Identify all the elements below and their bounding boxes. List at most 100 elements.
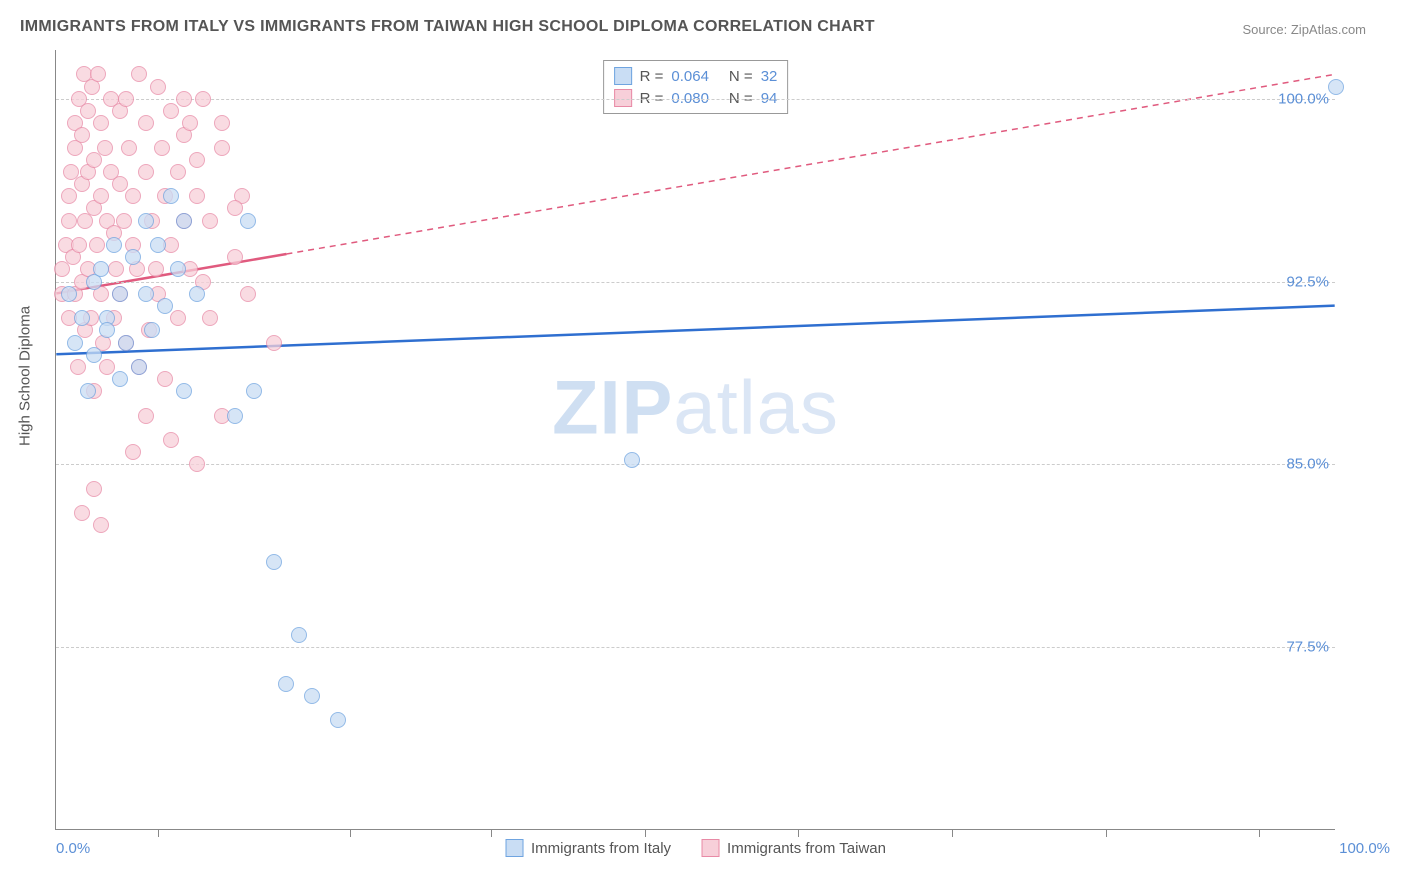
data-point-taiwan: [108, 261, 124, 277]
data-point-taiwan: [202, 310, 218, 326]
data-point-italy: [624, 452, 640, 468]
data-point-italy: [246, 383, 262, 399]
data-point-italy: [189, 286, 205, 302]
data-point-taiwan: [182, 115, 198, 131]
data-point-italy: [106, 237, 122, 253]
watermark-light: atlas: [673, 366, 839, 451]
data-point-taiwan: [189, 456, 205, 472]
data-point-taiwan: [176, 91, 192, 107]
x-tick: [350, 829, 351, 837]
data-point-taiwan: [70, 359, 86, 375]
data-point-taiwan: [227, 249, 243, 265]
data-point-italy: [240, 213, 256, 229]
data-point-italy: [176, 383, 192, 399]
data-point-taiwan: [157, 371, 173, 387]
data-point-taiwan: [138, 115, 154, 131]
series-legend: Immigrants from Italy Immigrants from Ta…: [505, 839, 886, 857]
data-point-italy: [138, 213, 154, 229]
data-point-italy: [157, 298, 173, 314]
data-point-italy: [170, 261, 186, 277]
data-point-italy: [266, 554, 282, 570]
data-point-italy: [112, 371, 128, 387]
legend-n-label: N =: [729, 68, 753, 85]
data-point-taiwan: [131, 66, 147, 82]
legend-label-italy: Immigrants from Italy: [531, 840, 671, 857]
data-point-italy: [61, 286, 77, 302]
x-tick: [1106, 829, 1107, 837]
data-point-taiwan: [93, 115, 109, 131]
data-point-taiwan: [202, 213, 218, 229]
legend-r-value-italy: 0.064: [671, 68, 709, 85]
data-point-taiwan: [121, 140, 137, 156]
x-tick: [798, 829, 799, 837]
legend-swatch-italy: [614, 67, 632, 85]
x-axis-max-label: 100.0%: [1339, 840, 1390, 857]
data-point-taiwan: [89, 237, 105, 253]
data-point-taiwan: [163, 103, 179, 119]
source-label: Source: ZipAtlas.com: [1242, 22, 1366, 37]
data-point-taiwan: [170, 164, 186, 180]
data-point-italy: [227, 408, 243, 424]
correlation-legend: R = 0.064 N = 32 R = 0.080 N = 94: [603, 60, 789, 114]
legend-item-taiwan: Immigrants from Taiwan: [701, 839, 886, 857]
data-point-italy: [150, 237, 166, 253]
data-point-taiwan: [80, 103, 96, 119]
data-point-taiwan: [125, 444, 141, 460]
data-point-italy: [131, 359, 147, 375]
data-point-taiwan: [170, 310, 186, 326]
legend-swatch-italy: [505, 839, 523, 857]
data-point-italy: [278, 676, 294, 692]
data-point-taiwan: [118, 91, 134, 107]
y-tick-label: 77.5%: [1286, 639, 1329, 656]
data-point-taiwan: [189, 152, 205, 168]
data-point-taiwan: [163, 432, 179, 448]
data-point-italy: [112, 286, 128, 302]
data-point-italy: [74, 310, 90, 326]
data-point-italy: [125, 249, 141, 265]
y-tick-label: 100.0%: [1278, 90, 1329, 107]
data-point-italy: [291, 627, 307, 643]
x-tick: [1259, 829, 1260, 837]
data-point-taiwan: [86, 481, 102, 497]
data-point-taiwan: [195, 91, 211, 107]
gridline: [56, 464, 1335, 465]
data-point-taiwan: [116, 213, 132, 229]
x-tick: [158, 829, 159, 837]
chart-plot-area: ZIPatlas R = 0.064 N = 32 R = 0.080 N = …: [55, 50, 1335, 830]
data-point-taiwan: [266, 335, 282, 351]
data-point-italy: [67, 335, 83, 351]
data-point-italy: [118, 335, 134, 351]
x-tick: [952, 829, 953, 837]
data-point-taiwan: [74, 127, 90, 143]
trend-lines: [56, 50, 1335, 829]
y-tick-label: 92.5%: [1286, 273, 1329, 290]
data-point-taiwan: [214, 115, 230, 131]
data-point-taiwan: [227, 200, 243, 216]
watermark-bold: ZIP: [552, 366, 673, 451]
gridline: [56, 647, 1335, 648]
data-point-italy: [163, 188, 179, 204]
chart-title: IMMIGRANTS FROM ITALY VS IMMIGRANTS FROM…: [20, 18, 875, 36]
legend-item-italy: Immigrants from Italy: [505, 839, 671, 857]
data-point-taiwan: [214, 140, 230, 156]
data-point-taiwan: [93, 188, 109, 204]
data-point-taiwan: [189, 188, 205, 204]
data-point-taiwan: [138, 164, 154, 180]
data-point-italy: [330, 712, 346, 728]
y-tick-label: 85.0%: [1286, 456, 1329, 473]
data-point-taiwan: [125, 188, 141, 204]
legend-label-taiwan: Immigrants from Taiwan: [727, 840, 886, 857]
data-point-italy: [99, 322, 115, 338]
x-tick: [491, 829, 492, 837]
gridline: [56, 99, 1335, 100]
x-axis-min-label: 0.0%: [56, 840, 90, 857]
x-tick: [645, 829, 646, 837]
data-point-taiwan: [97, 140, 113, 156]
data-point-italy: [304, 688, 320, 704]
data-point-italy: [86, 347, 102, 363]
data-point-taiwan: [150, 79, 166, 95]
data-point-italy: [1328, 79, 1344, 95]
watermark: ZIPatlas: [552, 365, 839, 452]
data-point-italy: [144, 322, 160, 338]
data-point-taiwan: [112, 176, 128, 192]
